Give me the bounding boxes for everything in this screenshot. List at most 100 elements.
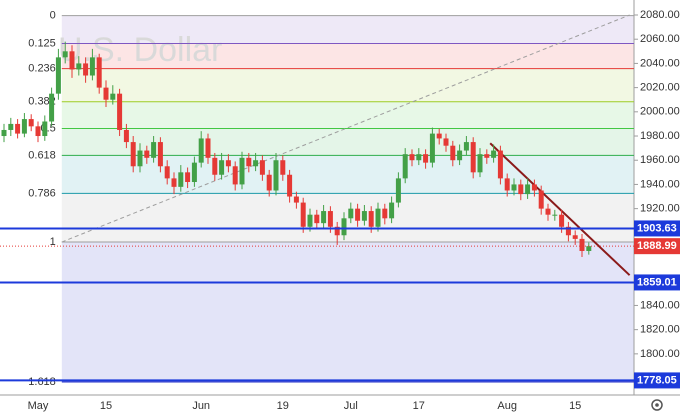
candle-body <box>266 174 272 191</box>
candle-body <box>429 133 435 163</box>
candle-body <box>586 246 592 251</box>
candle-body <box>436 133 442 139</box>
fib-label: 0.618 <box>28 149 56 161</box>
candle-body <box>334 226 340 236</box>
gear-center[interactable] <box>655 403 659 407</box>
candle-body <box>198 138 204 163</box>
candle-body <box>402 154 408 179</box>
fib-label: 0 <box>50 10 56 22</box>
candle-body <box>525 184 531 195</box>
candle-body <box>423 154 429 163</box>
fib-band <box>61 101 635 129</box>
candle-body <box>321 211 327 224</box>
candle-body <box>15 123 21 134</box>
candle-body <box>477 154 483 173</box>
candle-body <box>470 142 476 173</box>
fib-label: 1.618 <box>28 376 56 388</box>
candle-body <box>361 211 367 221</box>
watermark: U.S. Dollar <box>58 31 222 69</box>
candle-body <box>531 184 537 191</box>
y-tick-label: 1960.00 <box>640 154 680 166</box>
price-tag <box>634 274 680 291</box>
last-price-tag <box>634 238 680 255</box>
price-tag-label: 1903.63 <box>637 222 677 234</box>
candle-body <box>49 93 55 122</box>
candle-body <box>300 202 306 227</box>
candle-body <box>219 160 225 175</box>
candle-body <box>62 51 68 58</box>
candle-body <box>89 57 95 76</box>
candle-body <box>538 190 544 209</box>
gear[interactable] <box>651 399 663 411</box>
trend-line <box>489 142 631 276</box>
y-tick-label: 2000.00 <box>640 106 680 118</box>
candle-body <box>409 154 415 161</box>
fib-band <box>61 193 635 243</box>
candle-body <box>83 63 89 76</box>
x-tick-label: 19 <box>277 400 289 412</box>
y-tick-label: 2040.00 <box>640 57 680 69</box>
candle-body <box>273 160 279 191</box>
candle-body <box>280 160 286 175</box>
candle-body <box>545 208 551 215</box>
fib-bands <box>61 15 635 383</box>
y-tick-label: 1920.00 <box>640 203 680 215</box>
settings-icon[interactable] <box>651 399 663 411</box>
fib-label: 1 <box>50 236 56 248</box>
candle-body <box>348 208 354 219</box>
candle-body <box>28 119 34 127</box>
candle-body <box>151 142 157 158</box>
candle-body <box>259 160 265 175</box>
fib-label: 0.786 <box>28 187 56 199</box>
x-tick-label: 17 <box>413 400 425 412</box>
candle-body <box>450 145 456 161</box>
candle-body <box>382 208 388 219</box>
candle-body <box>239 157 245 185</box>
candle-body <box>579 238 585 251</box>
candle-body <box>42 121 48 137</box>
price-tag-label: 1859.01 <box>637 276 677 288</box>
candle-body <box>144 150 150 158</box>
candle-body <box>137 150 143 167</box>
candle-body <box>463 142 469 151</box>
candle-body <box>110 93 116 100</box>
candle-body <box>491 150 497 158</box>
y-tick-label: 2080.00 <box>640 9 680 21</box>
candle-body <box>171 178 177 187</box>
trend-line <box>61 14 630 243</box>
x-tick-label: 15 <box>569 400 581 412</box>
candle-body <box>389 202 395 219</box>
candle-body <box>314 214 320 224</box>
candle-body <box>205 138 211 158</box>
y-tick-label: 1800.00 <box>640 348 680 360</box>
candle-body <box>253 160 259 167</box>
candle-body <box>96 57 102 88</box>
x-tick-label: Jun <box>192 400 210 412</box>
candle-body <box>565 226 571 236</box>
candle-body <box>8 123 14 130</box>
candle-body <box>232 166 238 185</box>
candle-body <box>117 93 123 130</box>
fib-label: 0.125 <box>28 37 56 49</box>
fib-label: 0.236 <box>28 63 56 75</box>
candle-body <box>355 208 361 221</box>
candle-body <box>307 214 313 227</box>
candle-body <box>76 63 82 70</box>
candle-body <box>457 150 463 161</box>
candle-body <box>191 162 197 183</box>
candle-body <box>185 172 191 183</box>
candle-body <box>504 178 510 191</box>
candle-body <box>416 154 422 161</box>
y-tick-label: 1980.00 <box>640 130 680 142</box>
candle-body <box>103 87 109 100</box>
price-tag <box>634 372 680 389</box>
y-tick-label: 2020.00 <box>640 82 680 94</box>
candle-body <box>341 218 347 236</box>
candle-body <box>157 142 163 167</box>
fib-band <box>61 242 635 383</box>
candle-body <box>21 119 27 134</box>
candle-body <box>69 51 75 70</box>
fib-band <box>61 68 635 102</box>
